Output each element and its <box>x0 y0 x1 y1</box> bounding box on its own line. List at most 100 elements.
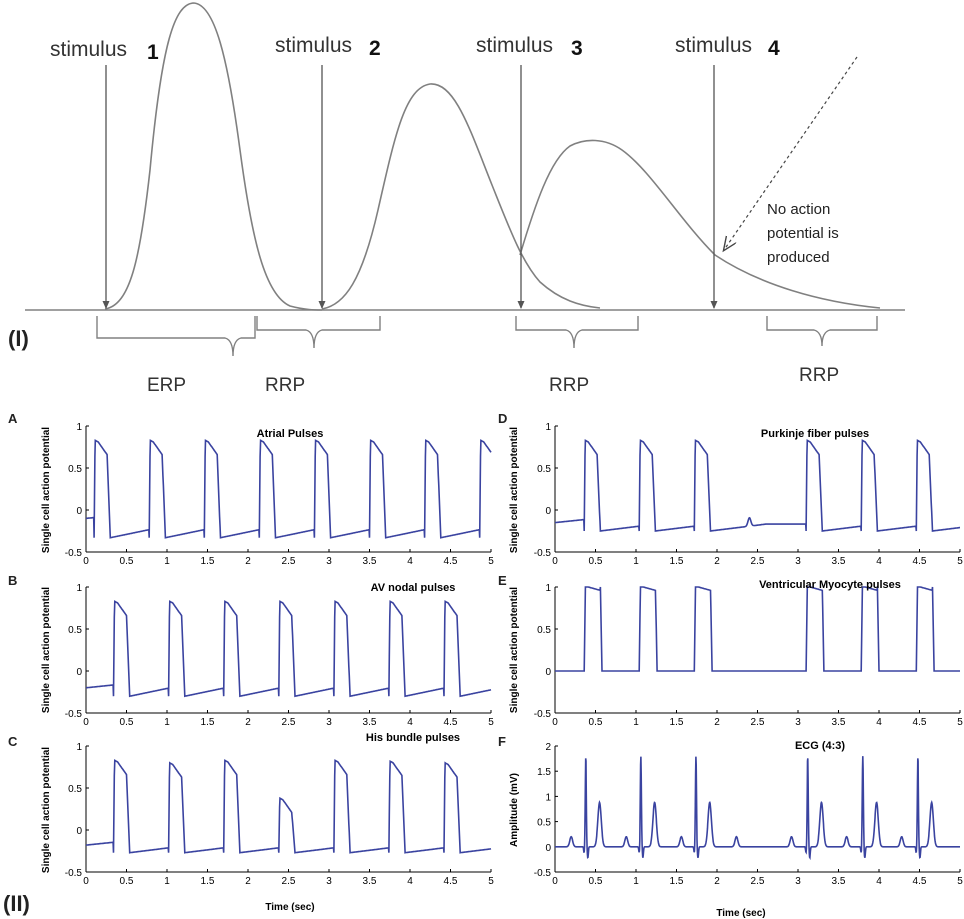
stimulus-arrows <box>102 65 718 309</box>
x-tick-label: 4 <box>407 556 413 567</box>
brace-label-rrp-2: RRP <box>549 375 589 396</box>
x-tick-label: 2 <box>245 556 251 567</box>
y-tick-label: 0.5 <box>537 625 551 636</box>
y-axis-label: Single cell action potential <box>509 427 520 553</box>
chart-title: Atrial Pulses <box>257 428 324 440</box>
x-tick-label: 2 <box>714 717 720 728</box>
stimulus-label-2: stimulus <box>275 34 352 57</box>
x-tick-label: 0.5 <box>589 717 603 728</box>
chart-panel-e: 0 0.5 1 1.5 2 2.5 3 3.5 4 4.5 5-0.500.51 Ventricul… <box>509 579 963 728</box>
x-tick-label: 1 <box>164 876 170 887</box>
annotation-line-1: No action <box>767 201 830 218</box>
brace-label-rrp-3: RRP <box>799 365 839 386</box>
y-tick-label: 1.5 <box>537 767 551 778</box>
y-tick-label: 0.5 <box>68 464 82 475</box>
x-tick-label: 0.5 <box>120 556 134 567</box>
x-tick-label: 3.5 <box>832 876 846 887</box>
x-tick-label: 3 <box>326 717 332 728</box>
x-tick-label: 3 <box>795 876 801 887</box>
roman-label-1: (I) <box>8 326 29 351</box>
chart-title: Ventricular Myocyte pulses <box>759 579 901 591</box>
x-tick-label: 3.5 <box>363 556 377 567</box>
x-tick-label: 5 <box>957 717 963 728</box>
y-tick-label: 0.5 <box>537 818 551 829</box>
brace-rrp-2 <box>515 316 639 349</box>
trace-line <box>86 759 492 854</box>
x-axis-label: Time (sec) <box>265 902 314 913</box>
y-tick-label: -0.5 <box>534 548 552 559</box>
x-tick-label: 0.5 <box>589 556 603 567</box>
simulation-panels: (II) A B C D E F 0 0.5 1 1.5 2 2.5 3 3.5 4 4.5 5 -0… <box>3 411 963 919</box>
x-tick-label: 1 <box>633 717 639 728</box>
annotation-line-2: potential is <box>767 225 839 242</box>
x-tick-label: 4 <box>407 876 413 887</box>
brace-label-rrp-1: RRP <box>265 375 305 396</box>
chart-title: His bundle pulses <box>366 732 460 744</box>
x-tick-label: 2.5 <box>282 876 296 887</box>
x-tick-label: 2.5 <box>751 717 765 728</box>
x-tick-label: 4.5 <box>913 876 927 887</box>
x-tick-label: 0 <box>552 556 558 567</box>
x-tick-label: 5 <box>488 876 494 887</box>
action-potential-curve-3 <box>519 139 881 309</box>
y-tick-label: 2 <box>545 742 551 753</box>
stimulus-labels: stimulus 1 stimulus 2 stimulus 3 stimulu… <box>50 34 780 64</box>
x-tick-label: 1.5 <box>670 556 684 567</box>
x-tick-label: 4 <box>876 876 882 887</box>
x-tick-label: 0.5 <box>589 876 603 887</box>
y-axis-label: Amplitude (mV) <box>509 773 520 847</box>
x-tick-label: 2 <box>714 556 720 567</box>
x-tick-label: 1.5 <box>201 556 215 567</box>
x-tick-label: 2.5 <box>282 556 296 567</box>
panel-letter-c: C <box>8 734 18 749</box>
y-tick-label: 0 <box>545 667 551 678</box>
brace-rrp-3 <box>766 316 878 347</box>
y-tick-label: 1 <box>76 742 82 753</box>
y-axis-label: Single cell action potential <box>509 587 520 713</box>
stimulus-label-4: stimulus <box>675 34 752 57</box>
chart-panel-a: 0 0.5 1 1.5 2 2.5 3 3.5 4 4.5 5-0.500.51 Atrial Pu… <box>41 422 494 567</box>
roman-label-2: (II) <box>3 891 30 916</box>
y-tick-label: 1 <box>545 792 551 803</box>
chart-panel-f: 0 0.5 1 1.5 2 2.5 3 3.5 4 4.5 5-0.500.511.52 ECG (… <box>509 740 963 919</box>
x-tick-label: 2 <box>245 876 251 887</box>
brace-rrp-1 <box>256 316 381 349</box>
x-tick-label: 4 <box>876 717 882 728</box>
brace-erp <box>96 316 256 357</box>
chart-panel-b: 0 0.5 1 1.5 2 2.5 3 3.5 4 4.5 5-0.500.51 AV nodal … <box>41 582 494 728</box>
stimulus-number-3: 3 <box>571 37 583 60</box>
x-tick-label: 1 <box>633 556 639 567</box>
x-tick-label: 4.5 <box>913 717 927 728</box>
chart-title: Purkinje fiber pulses <box>761 428 869 440</box>
x-tick-label: 3.5 <box>363 876 377 887</box>
x-tick-label: 3.5 <box>363 717 377 728</box>
y-axis-label: Single cell action potential <box>41 747 52 873</box>
y-axis-label: Single cell action potential <box>41 427 52 553</box>
x-tick-label: 4.5 <box>444 556 458 567</box>
x-tick-label: 3 <box>795 556 801 567</box>
annotation-line-3: produced <box>767 249 830 266</box>
x-tick-label: 1 <box>164 556 170 567</box>
x-tick-label: 5 <box>488 556 494 567</box>
trace-line <box>555 439 960 533</box>
y-tick-label: 1 <box>545 422 551 433</box>
y-tick-label: -0.5 <box>65 709 83 720</box>
y-tick-label: 0.5 <box>68 784 82 795</box>
x-tick-label: 4.5 <box>913 556 927 567</box>
x-tick-label: 5 <box>957 556 963 567</box>
action-potential-curve-1 <box>104 2 323 311</box>
x-tick-label: 0 <box>552 876 558 887</box>
stimulus-number-2: 2 <box>369 37 381 60</box>
y-tick-label: -0.5 <box>534 709 552 720</box>
x-tick-label: 3 <box>326 556 332 567</box>
panel-letter-d: D <box>498 411 507 426</box>
y-tick-label: -0.5 <box>65 868 83 879</box>
x-tick-label: 2.5 <box>751 556 765 567</box>
x-tick-label: 0 <box>83 876 89 887</box>
brace-label-erp: ERP <box>147 375 186 396</box>
stimulus-number-1: 1 <box>147 41 159 64</box>
y-tick-label: 0.5 <box>68 625 82 636</box>
y-axis-label: Single cell action potential <box>41 587 52 713</box>
panel-letter-f: F <box>498 734 506 749</box>
